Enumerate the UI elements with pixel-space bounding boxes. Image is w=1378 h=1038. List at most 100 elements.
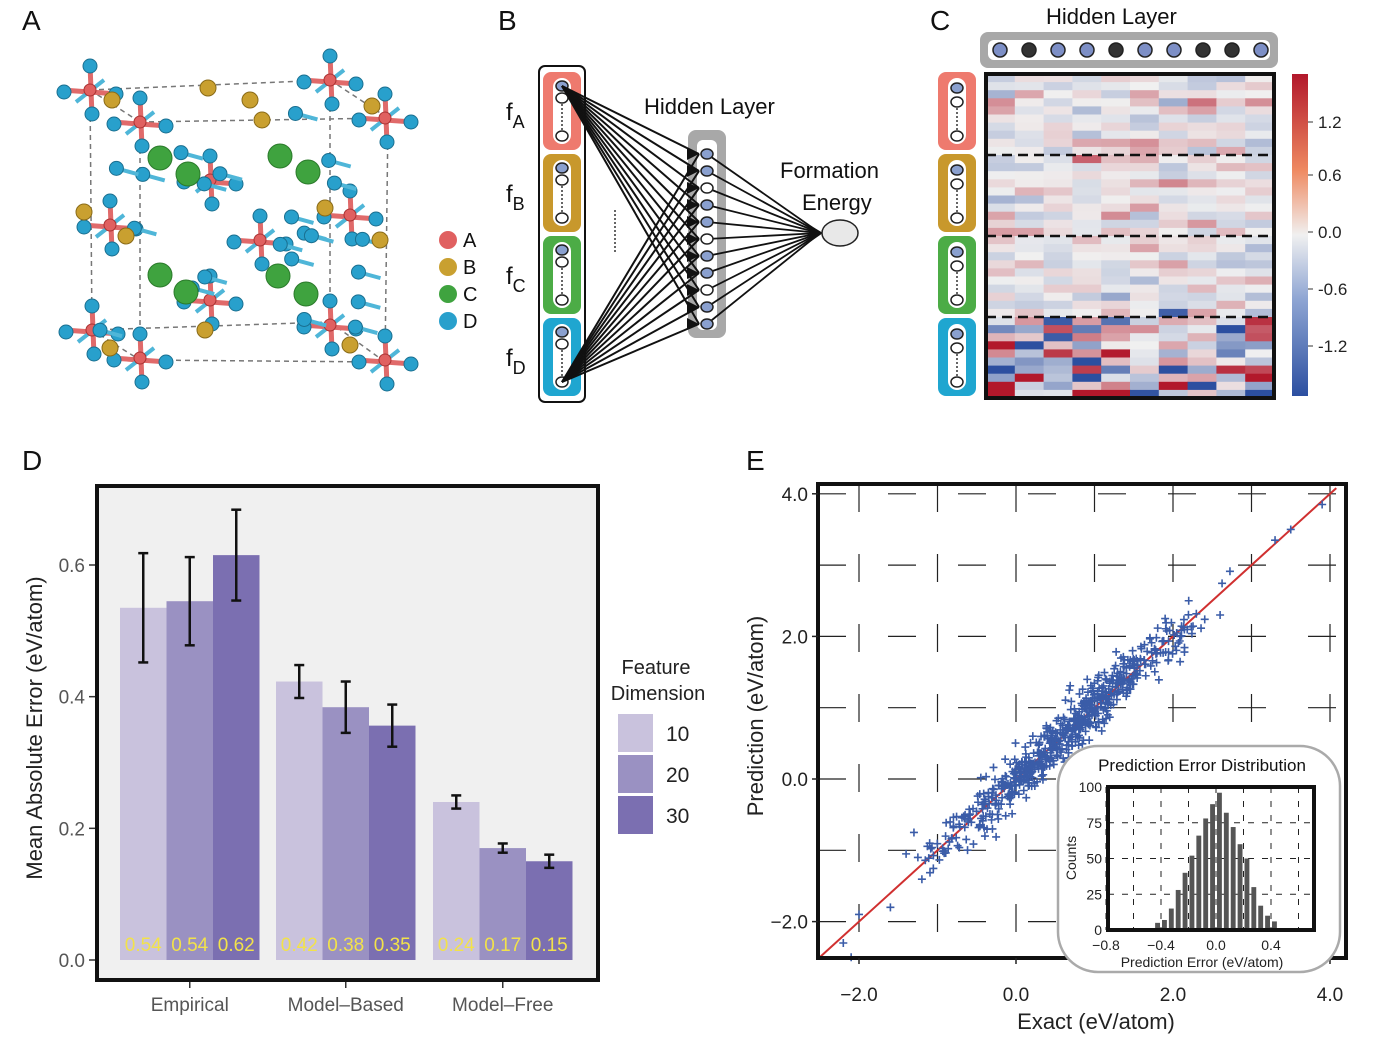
heatmap-cell (1158, 90, 1189, 99)
heatmap-cell (1130, 187, 1160, 196)
hidden-node (700, 216, 714, 228)
scatter-point (1015, 763, 1024, 772)
input-label-f: f (506, 181, 513, 208)
heatmap-cell (986, 373, 1016, 383)
inset-bar (1175, 889, 1181, 930)
connection (706, 232, 821, 291)
heatmap-cell (1072, 389, 1102, 399)
heatmap-cell (1101, 317, 1131, 326)
bar-value-label: 0.42 (281, 935, 318, 956)
scatter-point (969, 804, 978, 813)
bar-legend-title-1: Feature (622, 657, 691, 679)
legend-atom-d (439, 312, 457, 330)
scatter-point (1135, 666, 1144, 675)
heatmap-cell (1216, 284, 1246, 294)
connection (706, 187, 821, 234)
atom-d (296, 74, 312, 90)
atom-c (173, 279, 199, 305)
scatter-point (1075, 707, 1084, 716)
heatmap-cell (1130, 349, 1160, 358)
heatmap-cell (1130, 292, 1160, 302)
heatmap-hidden-node (1253, 42, 1269, 58)
heatmap-cell (1216, 211, 1246, 221)
heatmap-cell (1101, 341, 1131, 350)
heatmap-cell (986, 155, 1016, 164)
scatter-point (1034, 751, 1043, 760)
scatter-point (1057, 748, 1066, 757)
input-label-b: fB (506, 181, 525, 214)
heatmap-cell (1130, 317, 1160, 326)
heatmap-cell (1245, 171, 1275, 180)
heatmap-cell (1245, 292, 1275, 302)
scatter-point (1099, 691, 1108, 700)
atom-b (371, 231, 389, 249)
inset-ytick-label: 100 (1079, 779, 1103, 795)
arrowhead (687, 301, 699, 313)
atom-b (341, 336, 359, 354)
hidden-node (700, 182, 714, 194)
heatmap-cell (1072, 74, 1102, 83)
scatter-ytick-label: 2.0 (782, 627, 808, 648)
heatmap-cell (1014, 260, 1045, 269)
connection (706, 232, 821, 325)
heatmap-cell (986, 244, 1016, 253)
heatmap-cell (1014, 325, 1045, 334)
scatter-point (1002, 772, 1011, 781)
crystal-structure (56, 48, 419, 392)
scatter-point (1125, 675, 1134, 684)
heatmap-cell (1158, 211, 1189, 221)
heatmap-input-node (950, 82, 964, 94)
heatmap-cell (1130, 219, 1160, 229)
heatmap-cell (1014, 389, 1045, 399)
scatter-point (1119, 659, 1128, 668)
heatmap-cell (1245, 211, 1275, 221)
atom-b (101, 339, 119, 357)
atom-a (343, 208, 357, 222)
input-label-sub: C (513, 276, 526, 296)
heatmap-cell (1043, 389, 1073, 399)
heatmap-cell (1130, 333, 1160, 342)
heatmap-hidden-node (1166, 42, 1182, 58)
heatmap-cell (1043, 276, 1073, 286)
inset-xtick-label: −0.4 (1147, 937, 1175, 953)
heatmap-cell (1101, 98, 1131, 107)
scatter-point (994, 804, 1003, 813)
legend-atom-b (439, 258, 457, 276)
scatter-point (1097, 726, 1106, 735)
heatmap-cell (1216, 122, 1246, 132)
heatmap-cell (1014, 227, 1045, 237)
atom-d (132, 326, 148, 342)
heatmap-cell (1072, 349, 1102, 358)
heatmap-hidden-label: Hidden Layer (1046, 4, 1177, 29)
atom-d (132, 90, 148, 106)
bar-value-label: 0.15 (531, 935, 568, 956)
heatmap-cell (1014, 82, 1045, 91)
scatter-point (1021, 743, 1030, 752)
heatmap-cell (1216, 203, 1246, 213)
scatter-point (1189, 622, 1198, 631)
input-label-sub: B (513, 194, 525, 214)
heatmap-cell (1014, 138, 1045, 148)
heatmap-cell (1187, 365, 1217, 375)
connection (561, 153, 700, 383)
heatmap-cell (986, 219, 1016, 229)
heatmap-cell (986, 349, 1016, 358)
hidden-node (700, 267, 714, 279)
heatmap-input-slot (948, 242, 966, 308)
scatter-point (1080, 717, 1089, 726)
scatter-point (925, 868, 934, 877)
scatter-point (1075, 689, 1084, 698)
heatmap-cell (1043, 373, 1073, 383)
heatmap-cell (1072, 333, 1102, 342)
arrowhead (687, 182, 699, 194)
scatter-point (1011, 739, 1020, 748)
heatmap-cell (1072, 300, 1102, 310)
heatmap-cell (1158, 341, 1189, 350)
input-node (555, 174, 569, 186)
heatmap-cell (1043, 317, 1073, 326)
heatmap-cell (1043, 252, 1073, 261)
bar-plot-frame (95, 484, 600, 982)
scatter-point (1062, 726, 1071, 735)
heatmap-cell (1101, 90, 1131, 99)
scatter-point (1172, 646, 1181, 655)
